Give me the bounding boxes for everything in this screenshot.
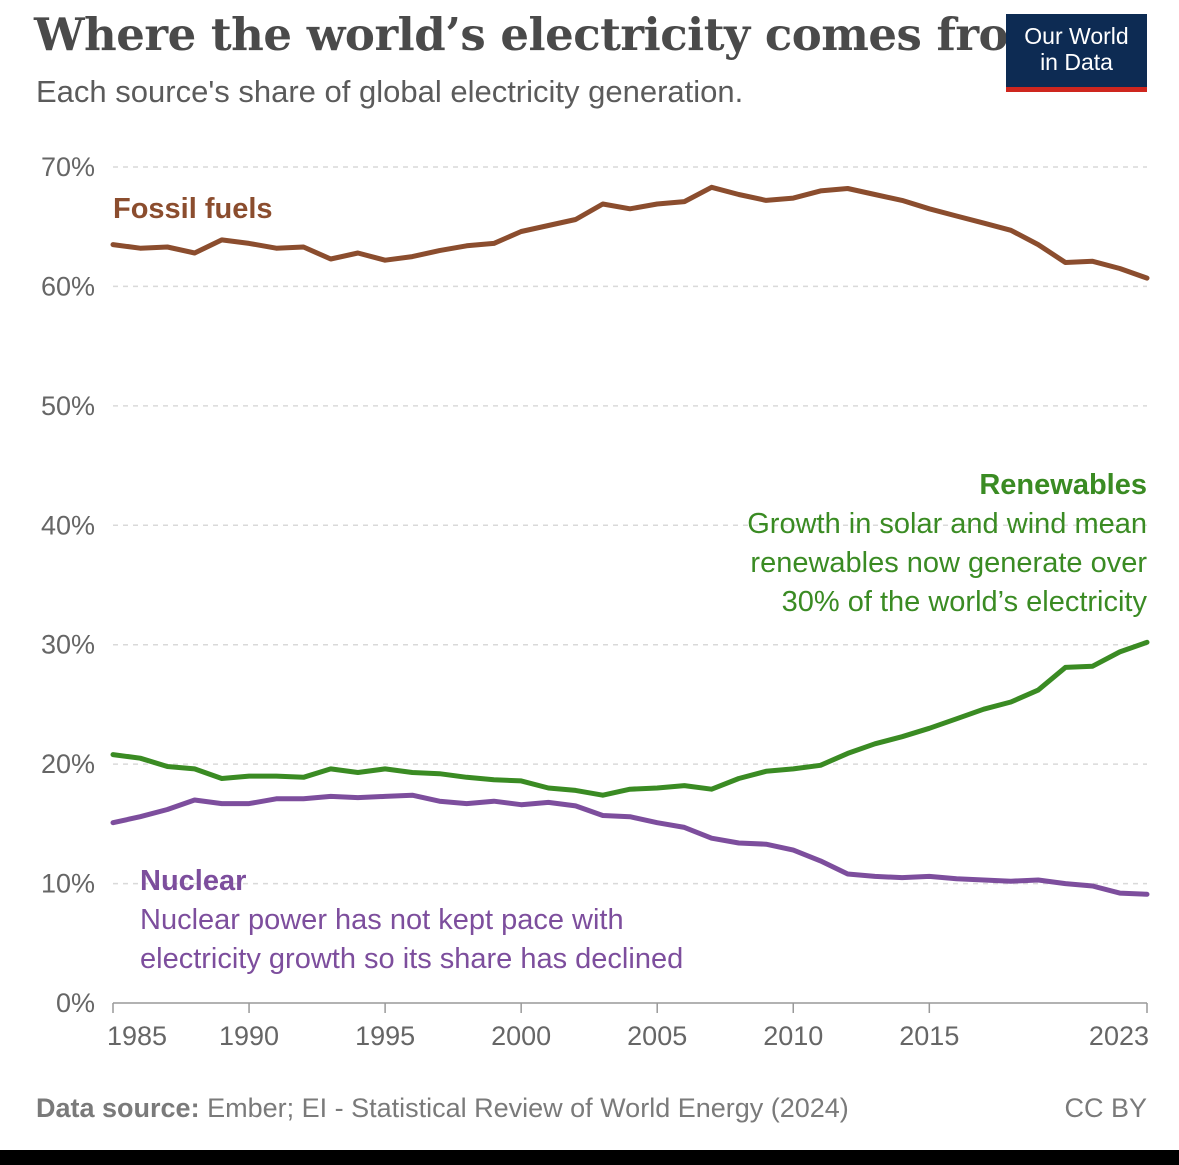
- series-lines: [110, 184, 1150, 897]
- series-label-title: Renewables: [979, 469, 1147, 501]
- chart-title: Where the world’s electricity comes from: [34, 8, 1056, 61]
- logo-line-2: in Data: [1040, 49, 1113, 75]
- series-line-renewables: [110, 639, 1150, 798]
- y-tick-label: 30%: [41, 630, 95, 660]
- y-tick-label: 40%: [41, 510, 95, 540]
- y-axis-ticks: 0% 10% 20% 30% 40% 50% 60% 70%: [41, 152, 95, 1018]
- label-renewables: Renewables Growth in solar and wind mean r…: [747, 469, 1147, 618]
- series-label-title: Nuclear: [140, 865, 246, 897]
- series-label-text: Nuclear power has not kept pace with: [140, 904, 624, 936]
- series-label-text: renewables now generate over: [750, 547, 1147, 579]
- series-line-fossil-fuels: [110, 184, 1150, 281]
- data-source: Data source: Ember; EI - Statistical Rev…: [36, 1093, 849, 1124]
- x-tick-label: 1995: [355, 1021, 415, 1051]
- y-tick-label: 0%: [56, 988, 95, 1018]
- x-tick-label: 2015: [899, 1021, 959, 1051]
- owid-logo[interactable]: Our World in Data: [1006, 14, 1147, 92]
- y-tick-label: 10%: [41, 869, 95, 899]
- data-source-label: Data source:: [36, 1093, 200, 1123]
- x-axis: 1985 1990 1995 2000 2005 2010 2015 2023: [107, 1002, 1149, 1051]
- series-line-nuclear: [110, 792, 1150, 897]
- series-label-text: electricity growth so its share has decl…: [140, 943, 683, 975]
- line-chart: 0% 10% 20% 30% 40% 50% 60% 70% 1985 1990 1995 2000…: [41, 152, 1150, 1051]
- x-tick-label: 1990: [219, 1021, 279, 1051]
- license-link[interactable]: CC BY: [1064, 1093, 1147, 1123]
- x-tick-label: 2010: [763, 1021, 823, 1051]
- gridlines: [113, 166, 1147, 885]
- label-fossil-fuels: Fossil fuels: [113, 193, 273, 225]
- x-tick-label: 1985: [107, 1021, 167, 1051]
- x-tick-label: 2023: [1089, 1021, 1149, 1051]
- x-tick-label: 2000: [491, 1021, 551, 1051]
- label-nuclear: Nuclear Nuclear power has not kept pace w…: [140, 865, 683, 975]
- y-tick-label: 20%: [41, 749, 95, 779]
- bottom-bar: [0, 1150, 1179, 1165]
- logo-line-1: Our World: [1024, 23, 1129, 49]
- series-label-text: Growth in solar and wind mean: [747, 508, 1147, 540]
- data-source-text: Ember; EI - Statistical Review of World …: [199, 1093, 849, 1123]
- series-label-title: Fossil fuels: [113, 193, 273, 225]
- chart-subtitle: Each source's share of global electricit…: [36, 74, 744, 109]
- y-tick-label: 60%: [41, 271, 95, 301]
- series-label-text: 30% of the world’s electricity: [782, 586, 1148, 618]
- series-labels: Fossil fuels Renewables Growth in solar an…: [113, 193, 1147, 975]
- x-tick-label: 2005: [627, 1021, 687, 1051]
- y-tick-label: 50%: [41, 391, 95, 421]
- y-tick-label: 70%: [41, 152, 95, 182]
